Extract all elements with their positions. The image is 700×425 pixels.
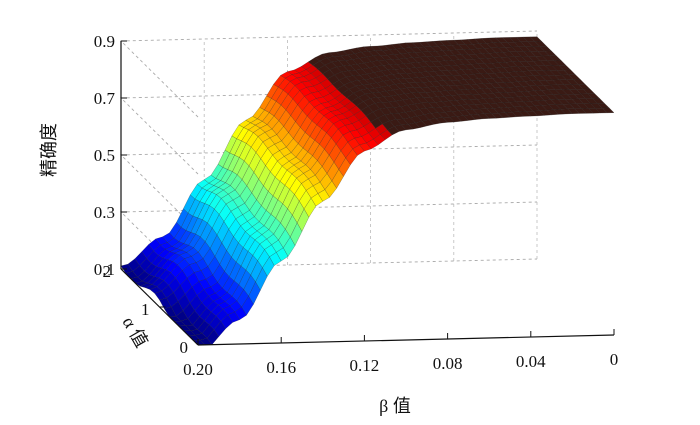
surface bbox=[120, 36, 615, 346]
z-tick-label: 0.7 bbox=[94, 89, 116, 108]
y-tick-label: 2 bbox=[103, 262, 112, 281]
x-tick-label: 0.20 bbox=[183, 360, 213, 379]
x-tick-label: 0.12 bbox=[350, 356, 380, 375]
x-tick-label: 0.08 bbox=[433, 354, 463, 373]
z-tick-label: 0.9 bbox=[94, 32, 115, 51]
x-tick-label: 0 bbox=[610, 350, 619, 369]
z-tick-label: 0.1 bbox=[94, 260, 115, 279]
z-tick-label: 0.3 bbox=[94, 203, 115, 222]
x-axis-label: β 值 bbox=[379, 396, 411, 416]
y-tick-label: 1 bbox=[141, 300, 150, 319]
z-axis-label: 精确度 bbox=[39, 123, 59, 177]
x-axis-line bbox=[197, 334, 615, 346]
z-tick-label: 0.5 bbox=[94, 146, 115, 165]
axes: 0.1 0.3 0.5 0.7 0.9 0.20 0.16 0.12 0.08 0.04 0 0 1 2 bbox=[94, 32, 619, 379]
x-tick-label: 0.16 bbox=[266, 358, 296, 377]
surface-patch bbox=[601, 107, 615, 114]
y-tick-label: 0 bbox=[180, 338, 189, 357]
x-tick-label: 0.04 bbox=[516, 352, 546, 371]
